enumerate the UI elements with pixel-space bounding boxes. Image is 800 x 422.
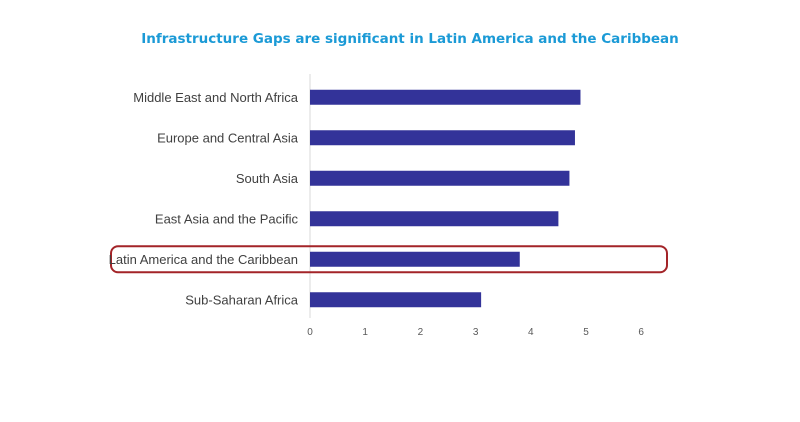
x-tick-label: 1	[362, 327, 368, 338]
category-label: Sub-Saharan Africa	[185, 292, 299, 307]
x-tick-label: 5	[583, 327, 589, 338]
category-label: East Asia and the Pacific	[155, 211, 299, 226]
bar-south-asia	[310, 170, 570, 186]
bar-middle-east-and-north-africa	[310, 89, 581, 105]
highlight-layer	[110, 245, 668, 274]
highlight-box	[110, 245, 668, 274]
category-label: Europe and Central Asia	[157, 130, 299, 145]
category-label: South Asia	[236, 171, 299, 186]
bar-sub-saharan-africa	[310, 292, 482, 308]
bar-east-asia-and-the-pacific	[310, 211, 559, 227]
x-tick-label: 4	[528, 327, 534, 338]
category-label: Middle East and North Africa	[133, 90, 299, 105]
x-tick-label: 3	[473, 327, 479, 338]
chart-title: Infrastructure Gaps are significant in L…	[141, 31, 679, 47]
x-tick-label: 2	[418, 327, 424, 338]
category-label: Latin America and the Caribbean	[109, 252, 298, 267]
x-tick-label: 6	[638, 327, 644, 338]
tick-labels: 0 1 2 3 4 5 6	[307, 327, 644, 338]
x-tick-label: 0	[307, 327, 313, 338]
bars-layer	[310, 89, 581, 308]
bar-europe-and-central-asia	[310, 130, 575, 146]
category-labels: Middle East and North Africa Europe and C…	[109, 90, 299, 308]
bar-latin-america-and-the-caribbean	[310, 251, 520, 267]
